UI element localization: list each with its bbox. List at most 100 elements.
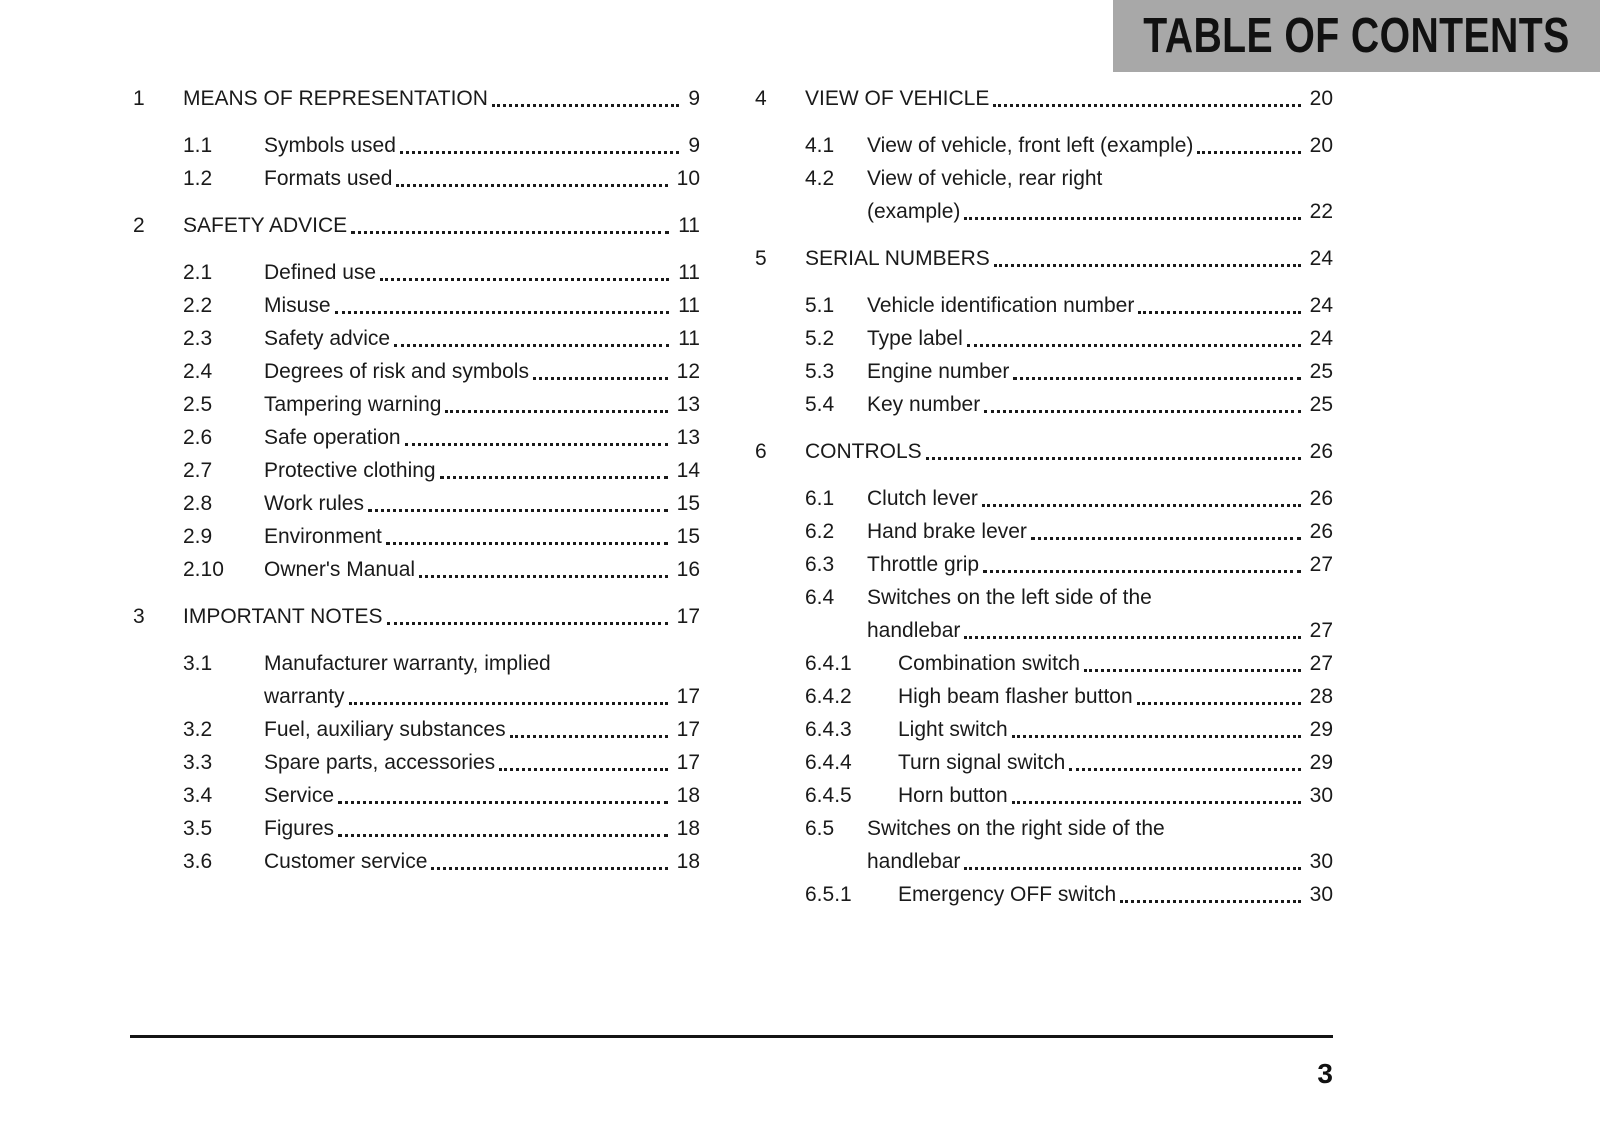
footer-rule [130,1035,1333,1038]
dot-leader [1030,515,1301,540]
dot-leader [396,162,668,187]
toc-entry-page: 17 [676,718,700,741]
toc-entry-row[interactable]: 6.5.1 Emergency OFF switch 30 [755,878,1333,911]
toc-entry-row[interactable]: 6.2 Hand brake lever 26 [755,515,1333,548]
toc-entry-row[interactable]: 4.2 View of vehicle, rear right [755,162,1333,195]
toc-section-3: 3 IMPORTANT NOTES 17 3.1 Manufacturer warran… [133,600,700,878]
toc-section-4: 4 VIEW OF VEHICLE 20 4.1 View of vehicle, fr… [755,82,1333,228]
toc-entry-row[interactable]: 3.6 Customer service 18 [133,845,700,878]
toc-entry-row[interactable]: (example) 22 [755,195,1333,228]
dot-leader [981,482,1301,507]
dot-leader [334,289,670,314]
toc-entry-row[interactable]: 2.10 Owner's Manual 16 [133,553,700,586]
toc-section-row[interactable]: 5 SERIAL NUMBERS 24 [755,242,1333,275]
dot-leader [1011,713,1301,738]
toc-entry-title: Vehicle identification number [867,294,1135,317]
toc-entry-page: 26 [1309,440,1333,463]
toc-entry-page: 17 [676,685,700,708]
toc-entry-page: 16 [676,558,700,581]
dot-leader [351,209,670,234]
toc-entry-number: 3.4 [183,784,213,807]
toc-entry-row[interactable]: warranty 17 [133,680,700,713]
toc-entry-row[interactable]: 6.4.4 Turn signal switch 29 [755,746,1333,779]
toc-entry-row[interactable]: 6.4.2 High beam flasher button 28 [755,680,1333,713]
toc-entry-page: 29 [1309,718,1333,741]
toc-section-row[interactable]: 4 VIEW OF VEHICLE 20 [755,82,1333,115]
toc-entry-row[interactable]: 4.1 View of vehicle, front left (example)… [755,129,1333,162]
toc-section-row[interactable]: 1 MEANS OF REPRESENTATION 9 [133,82,700,115]
toc-entry-page: 27 [1309,619,1333,642]
dot-leader [431,845,668,870]
dot-leader [1138,289,1301,314]
toc-entry-page: 29 [1309,751,1333,774]
toc-section-2: 2 SAFETY ADVICE 11 2.1 Defined use 11 2.2 Misus… [133,209,700,586]
toc-entry-row[interactable]: 2.7 Protective clothing 14 [133,454,700,487]
toc-entry-title: handlebar [867,850,961,873]
toc-entry-row[interactable]: 5.3 Engine number 25 [755,355,1333,388]
toc-entry-page: 22 [1309,200,1333,223]
toc-entry-page: 10 [676,167,700,190]
toc-entry-row[interactable]: 6.4.1 Combination switch 27 [755,647,1333,680]
toc-entry-row[interactable]: 6.3 Throttle grip 27 [755,548,1333,581]
toc-section-row[interactable]: 3 IMPORTANT NOTES 17 [133,600,700,633]
toc-entry-page: 13 [676,393,700,416]
toc-entry-title: Formats used [264,167,393,190]
toc-entry-number: 2.10 [183,558,224,581]
toc-column-2: 4 VIEW OF VEHICLE 20 4.1 View of vehicle, fr… [755,82,1333,911]
toc-entry-row[interactable]: 2.3 Safety advice 11 [133,322,700,355]
dot-leader [348,680,668,705]
toc-entry-row[interactable]: 2.1 Defined use 11 [133,256,700,289]
toc-entry-row[interactable]: 2.2 Misuse 11 [133,289,700,322]
toc-entry-row[interactable]: 5.4 Key number 25 [755,388,1333,421]
toc-entry-row[interactable]: 3.1 Manufacturer warranty, implied [133,647,700,680]
toc-entry-title: warranty [264,685,345,708]
toc-entry-row[interactable]: 6.4.5 Horn button 30 [755,779,1333,812]
dot-leader [367,487,668,512]
toc-entry-number: 6.4.4 [805,751,852,774]
toc-entry-page: 12 [676,360,700,383]
toc-entry-number: 6.3 [805,553,835,576]
toc-entry-row[interactable]: 3.4 Service 18 [133,779,700,812]
toc-entry-number: 2.7 [183,459,213,482]
toc-entry-page: 17 [676,751,700,774]
toc-entry-row[interactable]: 2.5 Tampering warning 13 [133,388,700,421]
dot-leader [385,520,668,545]
dot-leader [993,242,1301,267]
toc-entry-title: Emergency OFF switch [898,883,1117,906]
toc-entry-row[interactable]: 1.1 Symbols used 9 [133,129,700,162]
toc-entry-row[interactable]: 3.3 Spare parts, accessories 17 [133,746,700,779]
toc-entry-row[interactable]: 2.9 Environment 15 [133,520,700,553]
dot-leader [445,388,668,413]
toc-entry-row[interactable]: 6.5 Switches on the right side of the [755,812,1333,845]
toc-entry-number: 4.2 [805,167,835,190]
toc-entry-title: Customer service [264,850,428,873]
toc-entry-row[interactable]: 5.1 Vehicle identification number 24 [755,289,1333,322]
toc-entry-row[interactable]: 6.4.3 Light switch 29 [755,713,1333,746]
toc-entry-row[interactable]: 2.6 Safe operation 13 [133,421,700,454]
toc-entry-page: 11 [678,327,700,350]
toc-entry-title: Defined use [264,261,377,284]
toc-entry-page: 20 [1309,134,1333,157]
toc-entry-row[interactable]: handlebar 30 [755,845,1333,878]
toc-entry-page: 9 [688,87,700,110]
toc-section-row[interactable]: 2 SAFETY ADVICE 11 [133,209,700,242]
toc-entry-page: 9 [688,134,700,157]
dot-leader [993,82,1301,107]
toc-entry-number: 1.2 [183,167,213,190]
toc-entry-row[interactable]: 5.2 Type label 24 [755,322,1333,355]
toc-entry-row[interactable]: 6.4 Switches on the left side of the [755,581,1333,614]
toc-section-row[interactable]: 6 CONTROLS 26 [755,435,1333,468]
toc-entry-row[interactable]: 3.5 Figures 18 [133,812,700,845]
toc-entry-number: 2.4 [183,360,213,383]
toc-entry-number: 6.4 [805,586,835,609]
toc-entry-row[interactable]: 3.2 Fuel, auxiliary substances 17 [133,713,700,746]
toc-entry-page: 11 [678,294,700,317]
toc-entry-title: Clutch lever [867,487,978,510]
toc-entry-number: 4.1 [805,134,835,157]
toc-entry-row[interactable]: 2.8 Work rules 15 [133,487,700,520]
toc-entry-row[interactable]: handlebar 27 [755,614,1333,647]
toc-entry-row[interactable]: 2.4 Degrees of risk and symbols 12 [133,355,700,388]
toc-entry-row[interactable]: 6.1 Clutch lever 26 [755,482,1333,515]
toc-entry-row[interactable]: 1.2 Formats used 10 [133,162,700,195]
toc-entry-number: 5 [755,247,767,270]
